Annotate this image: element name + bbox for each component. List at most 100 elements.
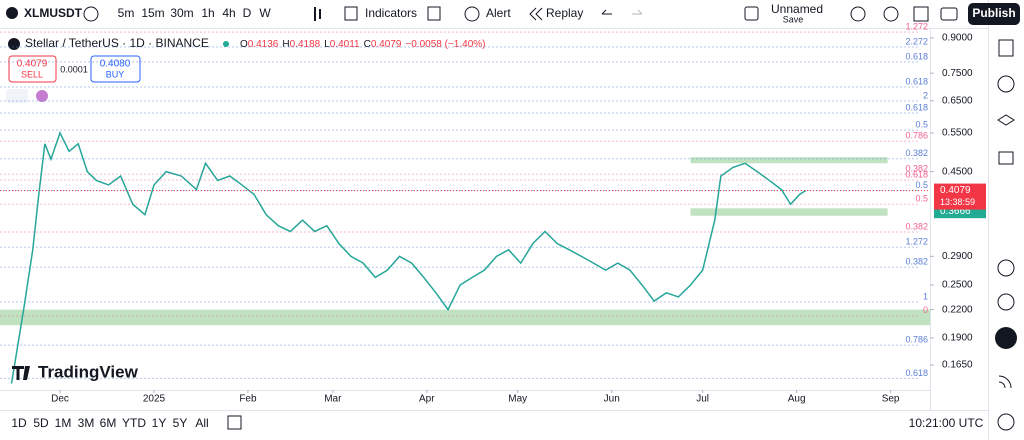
x-tick-label: Aug	[788, 394, 806, 405]
fib-label: 1.272	[905, 21, 928, 31]
fib-label: 0.5	[915, 194, 928, 204]
logo-text: TradingView	[38, 362, 139, 381]
ohlc-value: 0.4011	[330, 39, 360, 50]
replay-button[interactable]: Replay	[546, 6, 583, 20]
settings-icon[interactable]	[883, 6, 899, 22]
y-tick-label: 0.7500	[942, 68, 973, 79]
fib-label: 0.618	[905, 76, 928, 86]
range-button[interactable]: YTD	[122, 416, 146, 430]
y-tick-label: 0.9000	[942, 33, 973, 44]
fullscreen-icon[interactable]	[913, 6, 929, 22]
range-button[interactable]: 1D	[11, 416, 27, 430]
last-price-tag: 0.4079	[940, 185, 971, 196]
interval-button[interactable]: 30m	[170, 6, 193, 20]
fib-label: 0.618	[905, 169, 928, 179]
plot-area: 1.2722.2720.6180.61820.6180.50.7860.3820…	[0, 21, 986, 405]
redo[interactable]	[632, 9, 643, 15]
sell-price[interactable]: 0.4079	[17, 59, 48, 70]
range-button[interactable]: 5Y	[173, 416, 188, 430]
range-button[interactable]: 6M	[100, 416, 117, 430]
logo-mark	[12, 366, 30, 380]
interval-button[interactable]: D	[243, 6, 252, 20]
fib-label: 0.5	[915, 120, 928, 130]
interval-button[interactable]: 5m	[118, 6, 135, 20]
countdown-box	[934, 196, 986, 210]
symbol-icon	[6, 7, 18, 19]
range-button[interactable]: 1Y	[152, 416, 167, 430]
search-icon[interactable]	[850, 6, 866, 22]
zone	[690, 157, 888, 164]
watchlist-icon[interactable]	[998, 39, 1014, 57]
interval-button[interactable]: 15m	[141, 6, 164, 20]
fib-label: 0.786	[905, 335, 928, 345]
interval-button[interactable]: 4h	[222, 6, 235, 20]
range-button[interactable]: 5D	[33, 416, 49, 430]
buy-button[interactable]	[90, 55, 141, 83]
interval-button[interactable]: W	[259, 6, 271, 20]
sell-button[interactable]	[8, 55, 57, 83]
y-tick-label: 0.2200	[942, 304, 973, 315]
collapse-button[interactable]	[6, 89, 28, 103]
fib-label: 1.272	[905, 237, 928, 247]
symbol[interactable]: XLMUSDT	[24, 6, 83, 20]
buy-label[interactable]: BUY	[106, 69, 125, 79]
ohlc-value: 0.4079	[371, 39, 402, 50]
chat-icon[interactable]	[998, 151, 1014, 165]
y-tick-label: 0.1900	[942, 333, 973, 344]
ideas-icon[interactable]	[997, 293, 1015, 311]
y-tick-label: 0.1650	[942, 360, 973, 371]
fib-label: 0.786	[905, 131, 928, 141]
spread: 0.0001	[60, 64, 88, 74]
fib-label: 1	[923, 291, 928, 301]
range-button[interactable]: 1M	[55, 416, 72, 430]
indicators-icon	[344, 6, 358, 21]
alert-button[interactable]: Alert	[486, 6, 511, 20]
publish-label[interactable]: Publish	[972, 6, 1015, 20]
clock[interactable]: 10:21:00 UTC	[909, 416, 984, 430]
fib-label: 0.618	[905, 368, 928, 378]
apps-icon[interactable]	[995, 327, 1017, 349]
date-range-icon[interactable]	[227, 415, 242, 430]
target-icon[interactable]	[997, 259, 1015, 277]
undo[interactable]	[601, 9, 612, 15]
ohlc-readout: O0.4136 H0.4188 L0.4011 C0.4079 −0.0058 (−1.…	[240, 39, 486, 50]
chart-type-icon[interactable]	[314, 7, 321, 21]
stream-icon[interactable]	[998, 375, 1012, 389]
save-label[interactable]: Save	[783, 14, 804, 24]
ohlc-value: 0.4136	[248, 39, 279, 50]
layout-icon[interactable]	[744, 6, 759, 21]
sync-icon[interactable]	[36, 90, 48, 102]
layers-icon[interactable]	[997, 114, 1015, 126]
snapshot-icon[interactable]	[940, 7, 958, 21]
ohlc-key: O	[240, 39, 248, 50]
layout-name[interactable]: Unnamed	[771, 2, 823, 16]
sell-label[interactable]: SELL	[21, 69, 43, 79]
ohlc-change: −0.0058 (−1.40%)	[405, 39, 485, 50]
ohlc-value: 0.4188	[290, 39, 321, 50]
y-tick-label: 0.2500	[942, 280, 973, 291]
zone	[690, 208, 888, 216]
ohlc-key: L	[324, 39, 330, 50]
help-icon[interactable]	[997, 413, 1015, 431]
level-b-tag: 0.3666	[940, 206, 971, 217]
fib-label: 0.5	[915, 180, 928, 190]
y-tick-label: 0.6500	[942, 95, 973, 106]
x-tick-label: Jun	[604, 394, 620, 405]
fib-label: 0	[923, 305, 928, 315]
replay-icon	[529, 7, 543, 21]
x-tick-label: Sep	[882, 394, 900, 405]
ohlc-key: C	[364, 39, 371, 50]
range-button[interactable]: 3M	[78, 416, 95, 430]
templates-icon[interactable]	[427, 6, 441, 21]
indicators-button[interactable]: Indicators	[365, 6, 417, 20]
fib-label: 0.382	[905, 164, 928, 174]
range-button[interactable]: All	[195, 416, 208, 430]
x-tick-label: Apr	[419, 394, 435, 405]
alerts-icon[interactable]	[997, 75, 1015, 93]
interval-button[interactable]: 1h	[201, 6, 214, 20]
add-symbol[interactable]	[83, 6, 99, 22]
publish-button[interactable]	[968, 3, 1020, 25]
buy-price[interactable]: 0.4080	[100, 59, 131, 70]
